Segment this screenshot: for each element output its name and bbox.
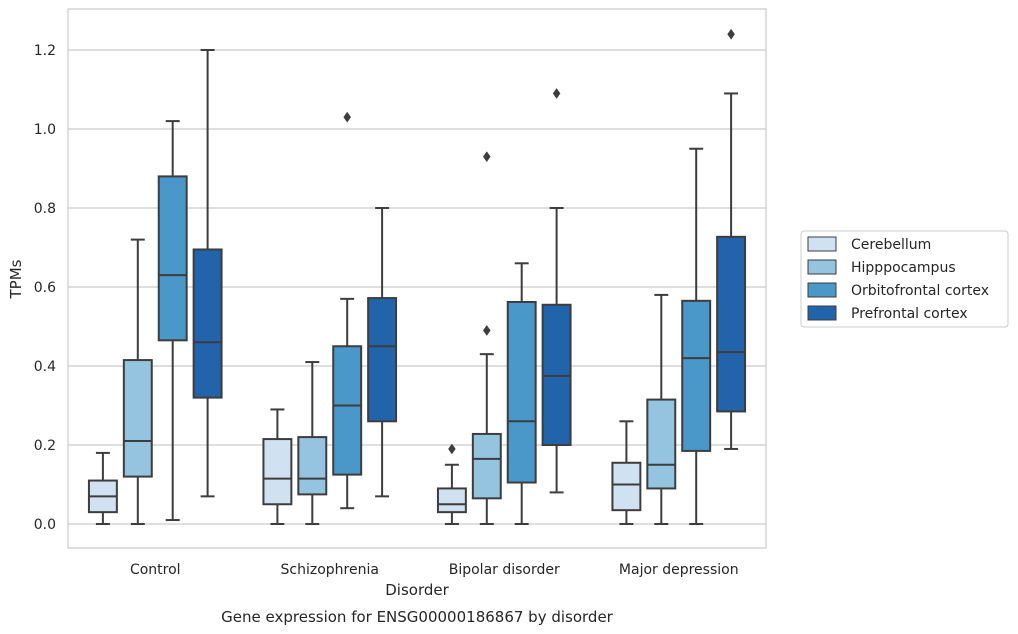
legend-frame — [800, 230, 1009, 328]
y-axis-label: TPMs — [7, 259, 25, 299]
legend-label: Cerebellum — [851, 237, 931, 253]
iqr-box — [611, 461, 642, 512]
legend-swatch — [807, 259, 837, 275]
outlier-marker — [482, 151, 491, 163]
iqr-box — [681, 299, 712, 452]
legend-swatch — [807, 236, 837, 252]
outlier-marker — [482, 325, 491, 336]
y-tick-label: 0.6 — [34, 280, 56, 296]
box-cerebellum — [262, 408, 293, 525]
box-hipppocampus — [646, 293, 677, 525]
box-prefrontal-cortex — [192, 49, 223, 498]
box-hipppocampus — [297, 361, 328, 525]
x-tick-label: Schizophrenia — [281, 562, 379, 578]
box-orbitofrontal-cortex — [332, 111, 363, 510]
legend-label: Prefrontal cortex — [851, 306, 968, 322]
x-tick-label: Control — [130, 562, 181, 578]
box-orbitofrontal-cortex — [681, 147, 712, 525]
box-prefrontal-cortex — [541, 88, 572, 494]
box-orbitofrontal-cortex — [506, 262, 537, 525]
legend-label: Hipppocampus — [851, 260, 956, 276]
iqr-box — [157, 175, 188, 342]
iqr-box — [192, 248, 223, 399]
outlier-marker — [448, 443, 456, 455]
legend-swatch — [807, 282, 837, 298]
outlier-marker — [343, 111, 352, 123]
box-cerebellum — [436, 443, 467, 525]
box-orbitofrontal-cortex — [157, 120, 188, 522]
iqr-box — [297, 436, 328, 496]
y-tick-label: 0.8 — [34, 201, 56, 217]
y-tick-label: 1.2 — [34, 43, 56, 59]
box-prefrontal-cortex — [367, 207, 398, 498]
y-tick-label: 1.0 — [34, 122, 56, 138]
iqr-box — [646, 398, 677, 490]
plot-frame — [67, 8, 767, 549]
legend: Cerebellum Hipppocampus Orbitofrontal cort… — [800, 230, 1009, 328]
outlier-marker — [727, 28, 735, 40]
iqr-box — [122, 359, 153, 478]
x-tick-label: Major depression — [619, 562, 739, 578]
box-prefrontal-cortex — [716, 28, 747, 450]
box-hipppocampus — [471, 151, 502, 525]
y-tick-label: 0.0 — [34, 517, 56, 533]
x-tick-label: Bipolar disorder — [449, 562, 560, 578]
iqr-box — [471, 432, 502, 500]
box-hipppocampus — [122, 238, 153, 525]
outlier-marker — [552, 88, 561, 99]
iqr-box — [506, 301, 537, 484]
legend-swatch — [807, 305, 837, 321]
chart-caption: Gene expression for ENSG00000186867 by d… — [221, 608, 614, 626]
y-tick-label: 0.2 — [34, 438, 56, 454]
boxes — [87, 28, 747, 525]
x-axis-label: Disorder — [385, 581, 449, 599]
x-tick-labels: Control Schizophrenia Bipolar disorder Majo… — [130, 562, 739, 578]
iqr-box — [262, 438, 293, 506]
iqr-box — [436, 487, 467, 514]
legend-label: Orbitofrontal cortex — [851, 283, 989, 299]
iqr-box — [367, 297, 398, 423]
iqr-box — [716, 235, 747, 413]
box-cerebellum — [611, 420, 642, 525]
iqr-box — [332, 345, 363, 476]
box-cerebellum — [87, 451, 118, 525]
y-tick-label: 0.4 — [34, 359, 56, 375]
y-tick-labels: 0.0 0.2 0.4 0.6 0.8 1.0 1.2 — [34, 43, 56, 533]
